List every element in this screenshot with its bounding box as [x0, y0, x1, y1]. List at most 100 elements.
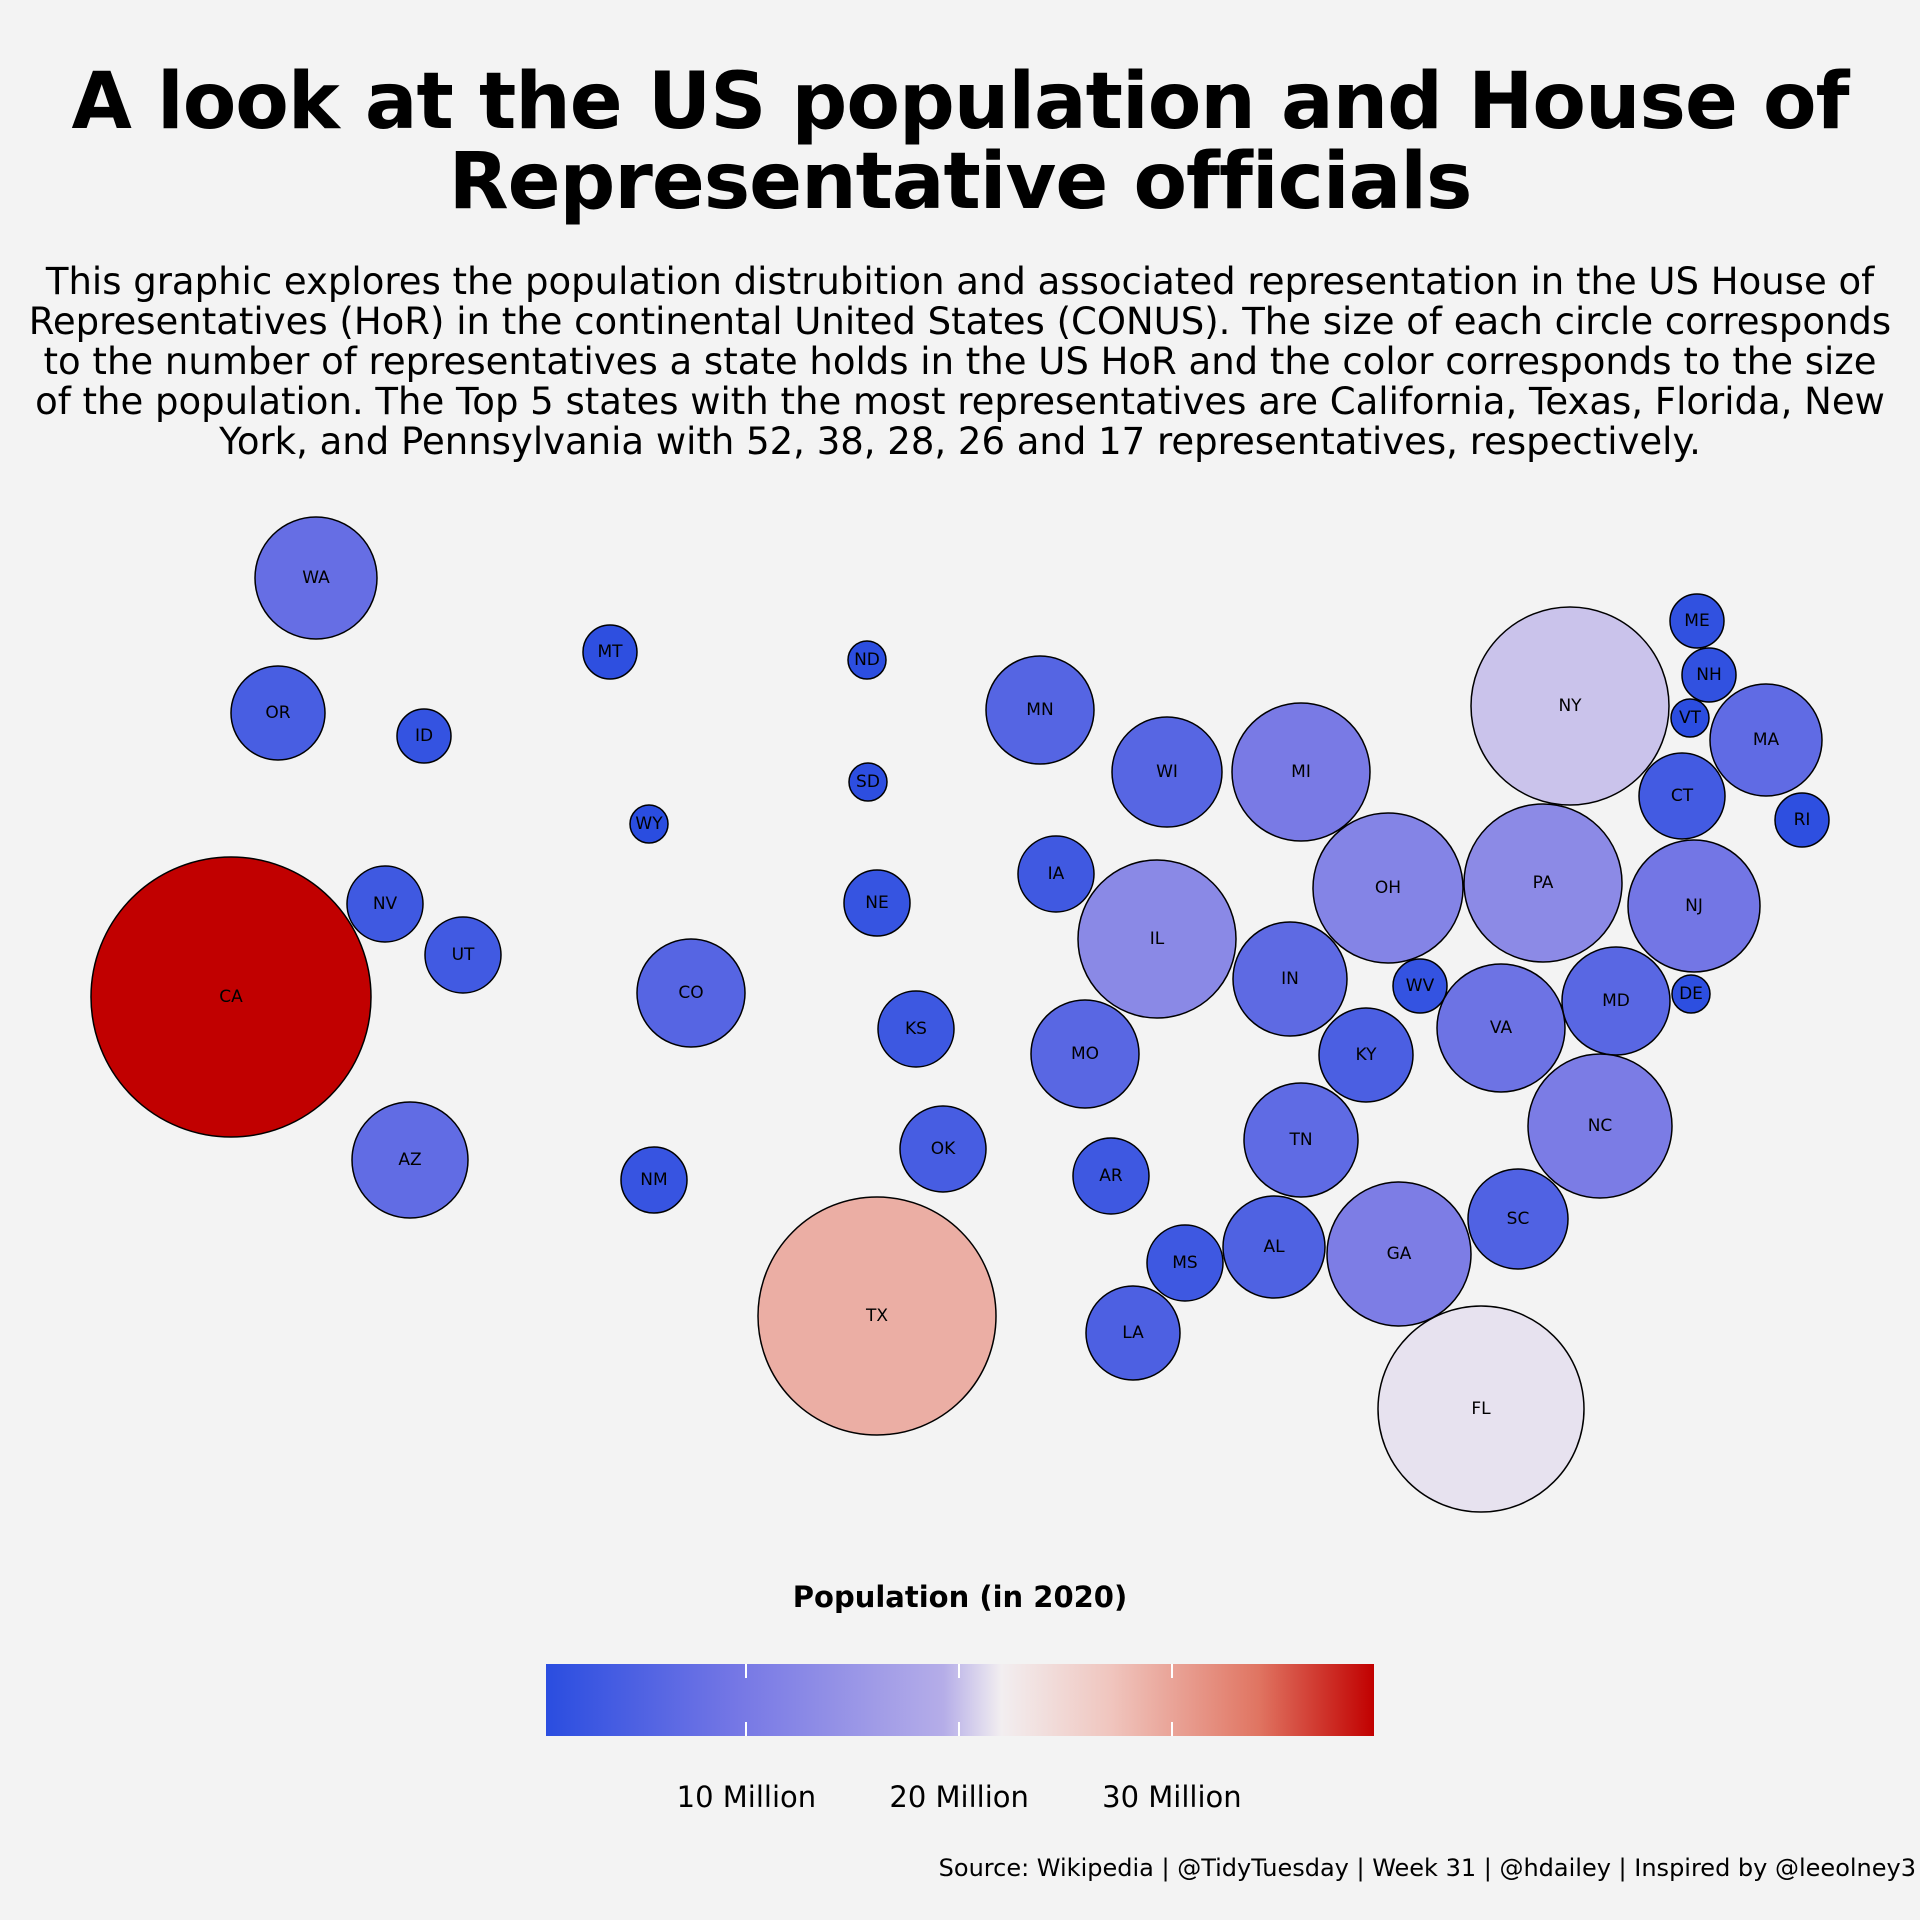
state-label-id: ID: [415, 726, 433, 746]
state-label-ok: OK: [931, 1139, 956, 1159]
state-bubble-va: [1436, 963, 1566, 1093]
state-bubble-ri: [1774, 792, 1830, 848]
state-bubble-mo: [1030, 999, 1140, 1109]
state-label-mn: MN: [1026, 700, 1053, 720]
state-bubble-oh: [1312, 812, 1464, 964]
state-label-nv: NV: [373, 894, 398, 914]
state-bubble-ga: [1326, 1181, 1472, 1327]
legend-title: Population (in 2020): [792, 1580, 1128, 1614]
state-label-ca: CA: [219, 987, 243, 1007]
legend-tick-mark: [1170, 1664, 1173, 1678]
state-label-sd: SD: [856, 772, 880, 792]
state-bubble-ut: [424, 916, 502, 994]
legend-tick-mark: [958, 1722, 961, 1736]
state-bubble-nc: [1527, 1053, 1673, 1199]
state-label-ks: KS: [905, 1019, 927, 1039]
state-label-oh: OH: [1375, 878, 1401, 898]
legend-tick-mark: [745, 1722, 748, 1736]
legend-tick-mark: [958, 1664, 961, 1678]
state-bubble-nv: [346, 865, 424, 943]
state-bubble-wy: [629, 804, 669, 844]
state-bubble-ma: [1709, 683, 1823, 797]
state-label-ne: NE: [865, 893, 888, 913]
state-label-wi: WI: [1156, 762, 1178, 782]
state-bubble-co: [636, 938, 746, 1048]
state-bubble-ny: [1470, 606, 1670, 806]
state-label-al: AL: [1263, 1237, 1285, 1257]
state-bubble-nh: [1681, 647, 1737, 703]
state-label-wy: WY: [635, 814, 663, 834]
state-label-md: MD: [1602, 991, 1630, 1011]
state-bubble-il: [1077, 859, 1237, 1019]
state-bubble-ms: [1146, 1224, 1224, 1302]
legend-tick-label: 20 Million: [889, 1780, 1029, 1814]
state-label-az: AZ: [398, 1150, 421, 1170]
legend-tick-mark: [745, 1664, 748, 1678]
state-label-fl: FL: [1471, 1399, 1491, 1419]
state-label-la: LA: [1122, 1323, 1144, 1343]
legend-tick-label: 30 Million: [1102, 1780, 1242, 1814]
state-bubble-nm: [620, 1146, 688, 1214]
state-label-wv: WV: [1406, 976, 1435, 996]
state-label-ky: KY: [1356, 1045, 1378, 1065]
state-label-va: VA: [1490, 1018, 1513, 1038]
source-caption: Source: Wikipedia | @TidyTuesday | Week …: [938, 1854, 1916, 1882]
state-bubble-me: [1669, 593, 1725, 649]
state-label-mt: MT: [597, 642, 623, 662]
state-bubble-sc: [1467, 1168, 1569, 1270]
state-bubble-tn: [1243, 1082, 1359, 1198]
state-bubble-ia: [1017, 835, 1095, 913]
state-label-il: IL: [1150, 929, 1165, 949]
state-label-co: CO: [678, 983, 703, 1003]
state-label-nm: NM: [640, 1170, 667, 1190]
state-bubble-ky: [1318, 1007, 1414, 1103]
legend-tick-mark: [1170, 1722, 1173, 1736]
state-bubble-nj: [1627, 839, 1761, 973]
state-label-ri: RI: [1794, 810, 1811, 830]
state-bubble-in: [1232, 921, 1348, 1037]
state-bubble-ok: [899, 1105, 987, 1193]
state-bubble-ca: [90, 856, 372, 1138]
state-label-ct: CT: [1671, 786, 1694, 806]
state-bubble-ar: [1072, 1137, 1150, 1215]
state-label-pa: PA: [1533, 873, 1554, 893]
state-bubble-wv: [1392, 958, 1448, 1014]
state-label-ar: AR: [1099, 1166, 1123, 1186]
state-label-me: ME: [1684, 611, 1709, 631]
state-bubble-mt: [582, 624, 638, 680]
state-bubble-wi: [1111, 716, 1223, 828]
state-label-nc: NC: [1588, 1116, 1613, 1136]
state-label-ny: NY: [1558, 696, 1582, 716]
state-label-tx: TX: [865, 1306, 888, 1326]
state-bubble-id: [396, 708, 452, 764]
chart-title: A look at the US population and House of…: [71, 57, 1849, 227]
state-label-nh: NH: [1696, 665, 1722, 685]
state-label-mo: MO: [1071, 1044, 1099, 1064]
state-bubble-fl: [1377, 1305, 1585, 1513]
state-bubble-ks: [877, 990, 955, 1068]
state-bubble-ne: [843, 869, 911, 937]
state-label-ma: MA: [1753, 730, 1780, 750]
state-bubble-or: [230, 665, 326, 761]
state-bubble-mn: [985, 655, 1095, 765]
state-label-de: DE: [1679, 984, 1703, 1004]
state-label-vt: VT: [1679, 708, 1702, 728]
state-bubble-pa: [1463, 803, 1623, 963]
state-label-nd: ND: [854, 650, 880, 670]
state-bubble-wa: [254, 516, 378, 640]
state-label-ut: UT: [452, 945, 475, 965]
state-bubble-la: [1085, 1285, 1181, 1381]
state-bubble-mi: [1231, 702, 1371, 842]
state-label-ga: GA: [1387, 1244, 1412, 1264]
state-label-in: IN: [1281, 969, 1299, 989]
state-label-sc: SC: [1507, 1209, 1530, 1229]
state-bubble-nd: [847, 640, 887, 680]
state-bubble-az: [351, 1101, 469, 1219]
state-label-tn: TN: [1288, 1130, 1312, 1150]
state-bubble-md: [1561, 946, 1671, 1056]
chart-subtitle: This graphic explores the population dis…: [28, 260, 1892, 463]
state-label-nj: NJ: [1685, 896, 1703, 916]
state-bubble-al: [1222, 1195, 1326, 1299]
state-label-ia: IA: [1048, 864, 1065, 884]
